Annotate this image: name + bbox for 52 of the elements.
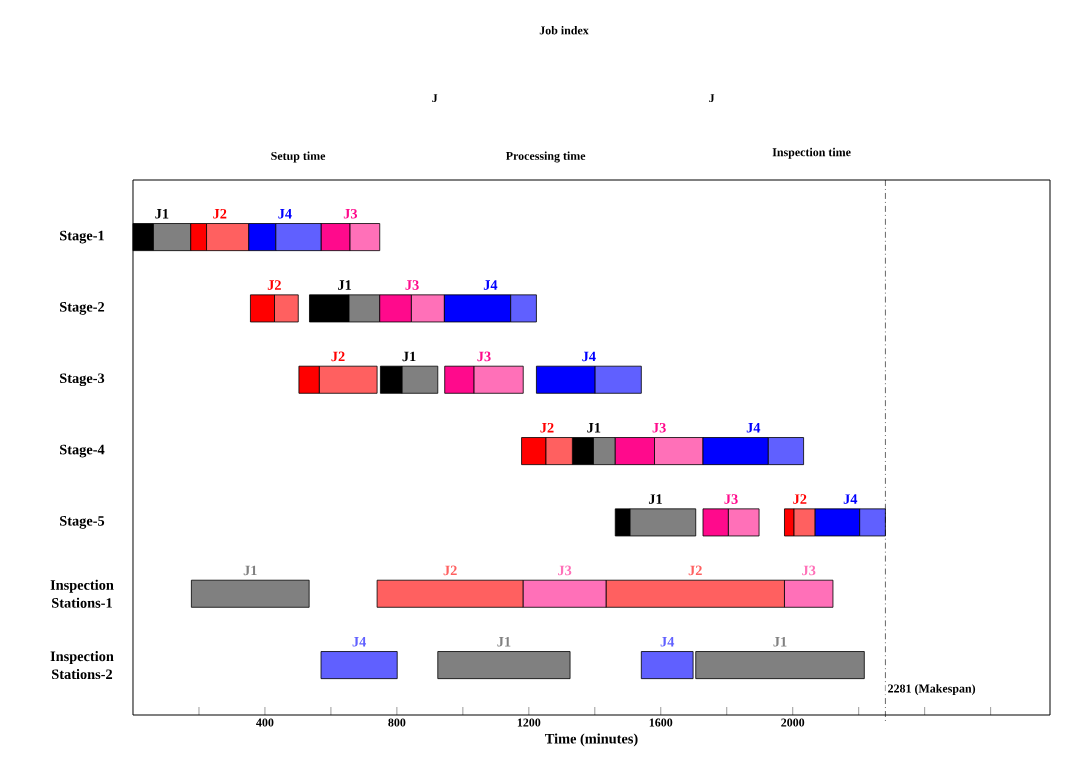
series-label: J3 [802,565,816,576]
y-tick-label: Stage-1 [60,230,104,244]
series-label: J1 [338,280,352,290]
text: J4 [843,494,858,504]
y-tick-label: Inspection Stations-1 [50,579,114,608]
series-label: J2 [443,565,457,576]
x-tick-label: 800 [388,718,406,727]
text: J4 [278,208,292,219]
text: J3 [477,351,491,362]
text: J2 [793,494,807,504]
x-tick-label: 400 [256,718,274,727]
text: J [432,94,438,103]
text: J2 [540,422,554,433]
text: Processing time [505,151,586,163]
y-tick-label: Stage-4 [60,444,105,458]
x-axis-title: Time (minutes) [545,733,638,747]
y-tick-label: Inspection Stations-2 [50,651,114,680]
series-label: J3 [558,565,572,576]
y-tick-label: Stage-3 [60,373,105,387]
y-tick-label: Stage-2 [60,302,105,315]
series-label: J2 [688,565,702,576]
text: J3 [343,208,358,219]
text: Job index [539,26,589,35]
text: J [709,94,715,103]
series-label: J4 [483,280,498,290]
text: J1 [155,208,169,219]
series-label: J4 [352,637,367,647]
text: J3 [724,494,738,504]
text: J2 [213,208,227,219]
text: J2 [331,351,345,362]
x-tick-label: 1600 [649,718,673,727]
series-label: J4 [660,637,675,647]
text: J3 [652,422,666,433]
x-tick-label: 2000 [781,718,805,727]
text: J1 [243,565,257,576]
y-tick-label: Stage-5 [60,516,105,529]
text: J4 [746,422,761,433]
ref-line-label: 2281 (Makespan) [888,684,976,695]
series-label: J2 [267,280,281,290]
bar [190,579,310,608]
text: J4 [582,351,596,362]
series-label: J3 [405,280,419,290]
series-label: J1 [773,636,787,647]
text: Setup time [271,151,326,163]
text: J1 [402,351,416,362]
series-label: J1 [497,636,511,647]
text: Inspection time [772,147,851,159]
text: J1 [648,494,662,504]
text: J1 [587,422,601,433]
bar [320,651,398,680]
x-tick-label: 1200 [517,718,541,727]
bar [437,651,571,680]
